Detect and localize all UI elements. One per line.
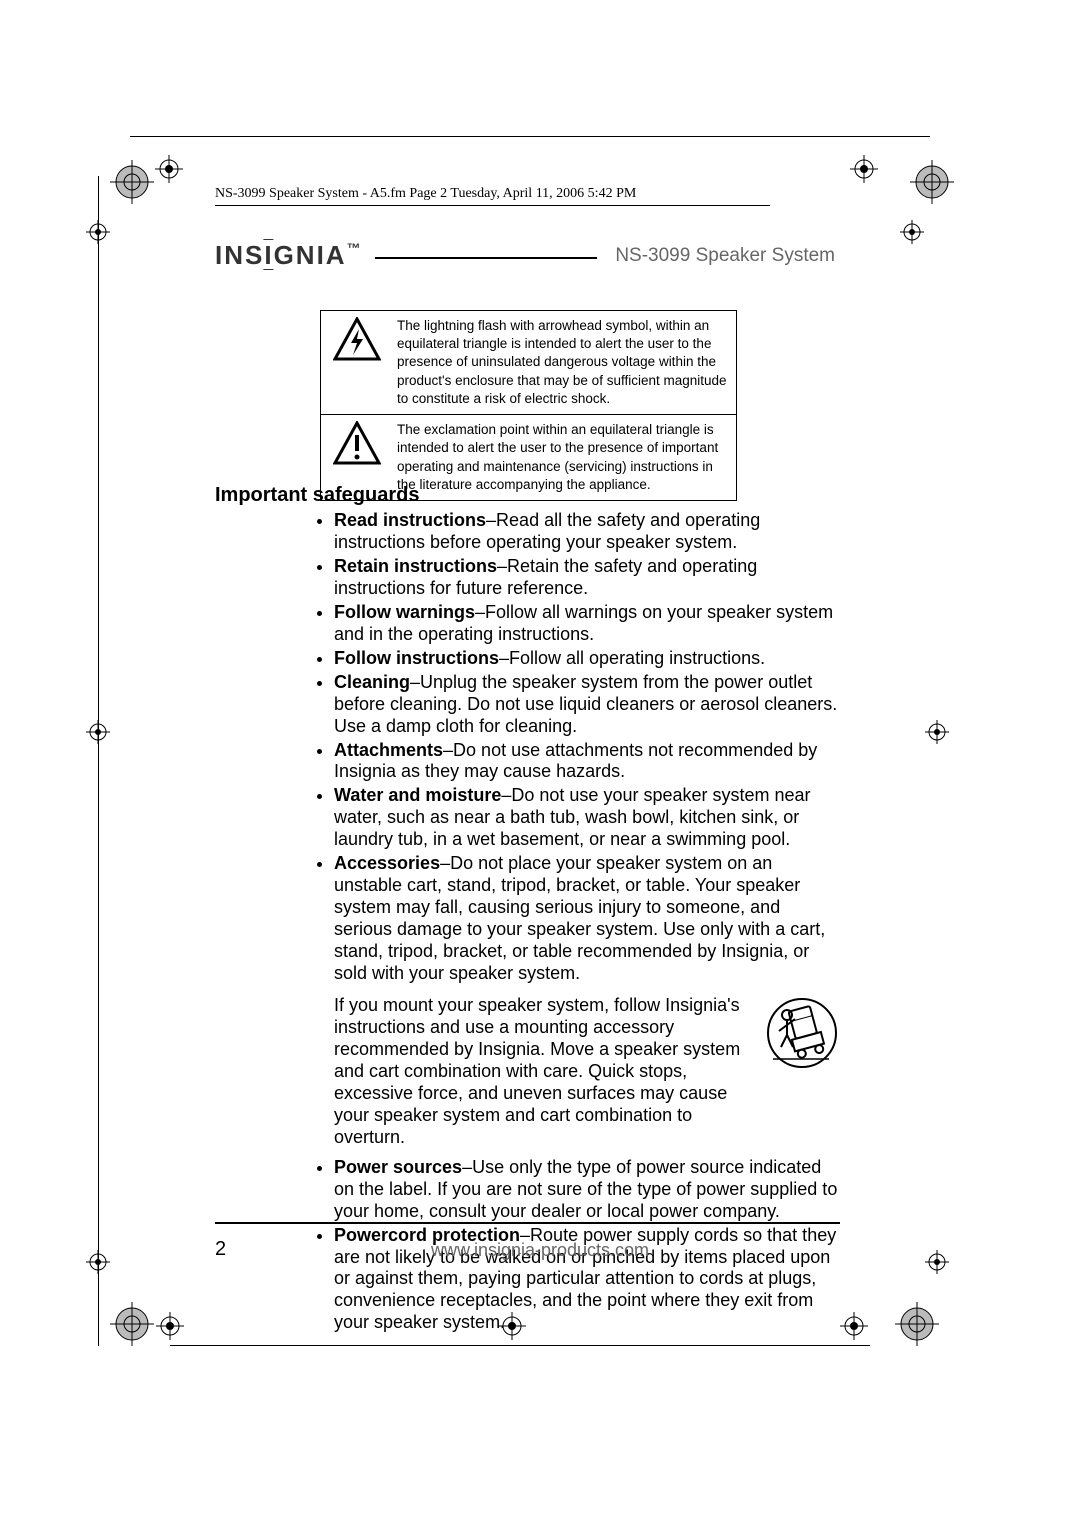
exclamation-triangle-icon xyxy=(321,415,393,471)
list-item: Follow warnings–Follow all warnings on y… xyxy=(334,602,840,646)
bullet-label: Water and moisture xyxy=(334,785,501,805)
registration-mark-icon xyxy=(86,220,110,244)
document-title: NS-3099 Speaker System xyxy=(615,245,835,267)
page: NS-3099 Speaker System - A5.fm Page 2 Tu… xyxy=(0,0,1080,1528)
crop-line xyxy=(130,136,930,137)
bullet-label: Accessories xyxy=(334,853,440,873)
registration-mark-icon xyxy=(900,220,924,244)
framemaker-header: NS-3099 Speaker System - A5.fm Page 2 Tu… xyxy=(215,186,636,202)
footer-rule xyxy=(215,1222,840,1224)
list-item: Retain instructions–Retain the safety an… xyxy=(334,556,840,600)
registration-mark-icon xyxy=(155,155,183,183)
registration-mark-icon xyxy=(925,720,949,744)
warning-row-lightning: The lightning flash with arrowhead symbo… xyxy=(321,311,736,415)
crop-line xyxy=(98,176,99,1346)
registration-mark-icon xyxy=(156,1312,184,1340)
bullet-text: –Follow all operating instructions. xyxy=(499,648,765,668)
registration-mark-icon xyxy=(850,155,878,183)
lightning-triangle-icon xyxy=(321,311,393,367)
bullet-label: Read instructions xyxy=(334,510,486,530)
framemaker-header-rule xyxy=(215,205,770,206)
list-item: Read instructions–Read all the safety an… xyxy=(334,510,840,554)
registration-mark-icon xyxy=(110,160,154,204)
list-item: Water and moisture–Do not use your speak… xyxy=(334,785,840,851)
list-item: Accessories–Do not place your speaker sy… xyxy=(334,853,840,985)
bullet-label: Retain instructions xyxy=(334,556,497,576)
warning-box: The lightning flash with arrowhead symbo… xyxy=(320,310,737,501)
bullet-text: –Unplug the speaker system from the powe… xyxy=(334,672,837,736)
registration-mark-icon xyxy=(910,160,954,204)
registration-mark-icon xyxy=(925,1250,949,1274)
registration-mark-icon xyxy=(86,1250,110,1274)
list-item: Follow instructions–Follow all operating… xyxy=(334,648,840,670)
registration-mark-icon xyxy=(498,1312,526,1340)
list-item: Cleaning–Unplug the speaker system from … xyxy=(334,672,840,738)
bullet-label: Power sources xyxy=(334,1157,462,1177)
list-item: Attachments–Do not use attachments not r… xyxy=(334,740,840,784)
bullet-label: Cleaning xyxy=(334,672,410,692)
footer-url: www.insignia-products.com xyxy=(0,1240,1080,1261)
header-rule xyxy=(375,257,598,259)
registration-mark-icon xyxy=(86,720,110,744)
safeguards-list: Read instructions–Read all the safety an… xyxy=(310,510,840,1336)
registration-mark-icon xyxy=(895,1302,939,1346)
cart-warning-paragraph: If you mount your speaker system, follow… xyxy=(334,995,840,1149)
crop-line xyxy=(170,1345,870,1346)
tipping-cart-icon xyxy=(765,995,840,1149)
section-heading: Important safeguards xyxy=(215,484,419,507)
bullet-label: Follow warnings xyxy=(334,602,475,622)
bullet-label: Attachments xyxy=(334,740,443,760)
registration-mark-icon xyxy=(110,1302,154,1346)
bullet-label: Follow instructions xyxy=(334,648,499,668)
list-item: Power sources–Use only the type of power… xyxy=(334,1157,840,1223)
registration-mark-icon xyxy=(840,1312,868,1340)
brand-logo: INSI——GNIA™ xyxy=(215,240,363,271)
header-row: INSI——GNIA™ NS-3099 Speaker System xyxy=(215,240,835,271)
warning-text-exclaim: The exclamation point within an equilate… xyxy=(393,415,736,500)
warning-text-lightning: The lightning flash with arrowhead symbo… xyxy=(393,311,736,414)
cart-warning-text: If you mount your speaker system, follow… xyxy=(334,995,753,1149)
